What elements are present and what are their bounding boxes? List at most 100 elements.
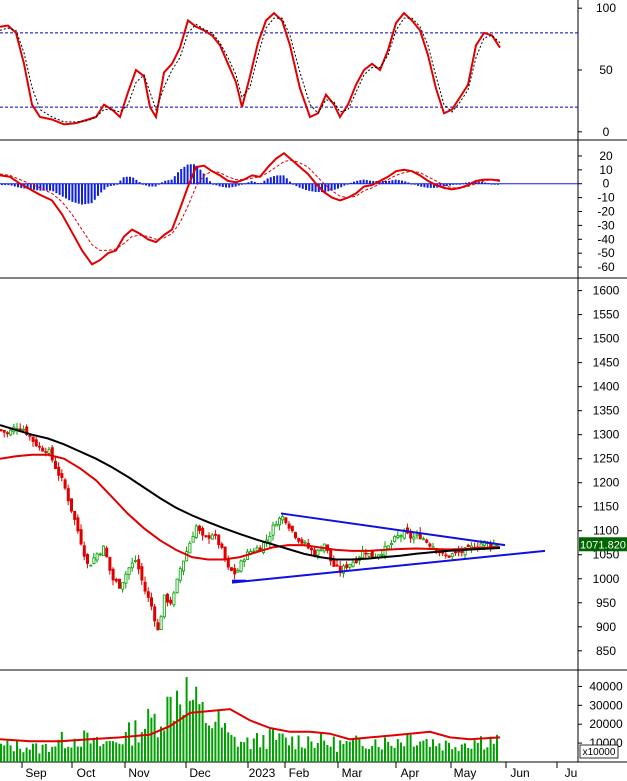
candle-body	[412, 536, 416, 540]
volume-bar	[358, 739, 361, 762]
volume-bar	[428, 746, 431, 762]
volume-bar	[83, 730, 86, 762]
macd-tick-label: -50	[597, 246, 615, 260]
volume-tick-label: 20000	[589, 717, 623, 731]
candle-body	[98, 553, 102, 556]
candle-body	[108, 556, 112, 571]
volume-bar	[105, 741, 108, 762]
x-tick-label: Jun	[510, 766, 529, 780]
macd-line	[0, 151, 501, 266]
volume-bar	[454, 747, 457, 762]
macd-histogram-bar	[343, 183, 346, 186]
macd-histogram-bar	[365, 180, 368, 184]
volume-bar	[121, 744, 124, 762]
macd-histogram-bar	[234, 183, 237, 187]
volume-bar	[25, 747, 28, 762]
macd-histogram-bar	[346, 183, 349, 185]
candle-body	[31, 436, 35, 442]
candle-body	[236, 570, 240, 573]
candle-body	[268, 535, 272, 543]
candle-body	[175, 578, 179, 594]
volume-bar	[246, 737, 249, 762]
candle-body	[415, 533, 419, 537]
ma_fast-line	[0, 453, 501, 561]
candle-body	[277, 517, 281, 526]
volume-bar	[92, 737, 95, 762]
volume-bar	[496, 734, 498, 762]
macd-histogram-bar	[429, 183, 432, 188]
candle-body	[425, 539, 429, 543]
candle-body	[28, 434, 32, 437]
volume-bar	[377, 747, 380, 762]
volume-bar	[361, 746, 364, 762]
macd-histogram-bar	[218, 183, 221, 187]
volume-bar	[179, 704, 182, 762]
macd-histogram-bar	[490, 183, 493, 185]
stoch-tick-label: 100	[596, 1, 616, 15]
macd-histogram-bar	[359, 180, 362, 184]
candle-body	[479, 543, 483, 548]
candle-body	[220, 543, 224, 548]
macd-histogram-bar	[449, 183, 451, 186]
volume-bar	[3, 745, 6, 762]
candle-body	[364, 552, 368, 555]
stoch-tick-label: 50	[599, 63, 613, 77]
macd-histogram-bar	[61, 183, 64, 197]
volume-bar	[188, 700, 191, 762]
candle-body	[319, 549, 323, 552]
macd-histogram-bar	[125, 176, 128, 184]
volume-bar	[217, 710, 220, 762]
volume-bar	[419, 741, 422, 762]
candle-body	[281, 516, 285, 521]
volume-bar	[128, 722, 130, 762]
volume-bar	[265, 748, 268, 762]
macd-histogram-bar	[481, 181, 483, 184]
price-tick-label: 1200	[593, 476, 620, 490]
macd-histogram-bar	[439, 183, 442, 188]
volume-bar	[300, 747, 303, 762]
macd-histogram-bar	[279, 175, 282, 184]
candle-body	[197, 525, 201, 531]
candle-body	[156, 622, 160, 631]
price-tick-label: 1550	[593, 308, 620, 322]
macd-histogram-bar	[29, 183, 32, 190]
candle-body	[38, 445, 42, 448]
volume-bar	[80, 746, 82, 762]
macd-histogram-bar	[77, 183, 80, 204]
macd-histogram-bar	[458, 183, 461, 185]
macd-histogram-bar	[445, 183, 448, 187]
volume-ma-line	[0, 708, 501, 743]
volume-bar	[278, 733, 281, 762]
stoch-main-line	[0, 11, 501, 126]
macd-tick-label: 0	[603, 177, 610, 191]
macd-histogram-bar	[157, 183, 160, 185]
x-tick-label: Feb	[289, 766, 310, 780]
volume-bar	[451, 749, 454, 762]
macd-histogram-bar	[52, 183, 55, 192]
macd-histogram-bar	[84, 183, 87, 205]
volume-tick-label: 30000	[589, 698, 623, 712]
candle-body	[367, 553, 371, 557]
volume-bar	[387, 741, 390, 762]
volume-bar	[9, 745, 12, 762]
macd-histogram-bar	[119, 180, 122, 184]
volume-bar	[374, 739, 377, 762]
price-tick-label: 1000	[593, 572, 620, 586]
volume-bar	[422, 740, 425, 762]
volume-tick-label: 40000	[589, 679, 623, 693]
volume-bar	[438, 743, 441, 762]
candle-body	[133, 560, 137, 562]
volume-bar	[198, 704, 201, 762]
macd-histogram-bar	[49, 183, 51, 191]
candle-body	[70, 498, 74, 512]
candle-body	[121, 582, 125, 590]
macd-histogram-bar	[410, 183, 413, 185]
candle-body	[6, 432, 10, 435]
macd-histogram-bar	[109, 183, 112, 187]
macd-histogram-bar	[260, 182, 263, 184]
candle-body	[181, 560, 185, 572]
volume-bar	[12, 751, 15, 762]
macd-histogram-bar	[7, 183, 10, 186]
macd-histogram-bar	[276, 175, 279, 184]
macd-histogram-bar	[189, 164, 192, 184]
